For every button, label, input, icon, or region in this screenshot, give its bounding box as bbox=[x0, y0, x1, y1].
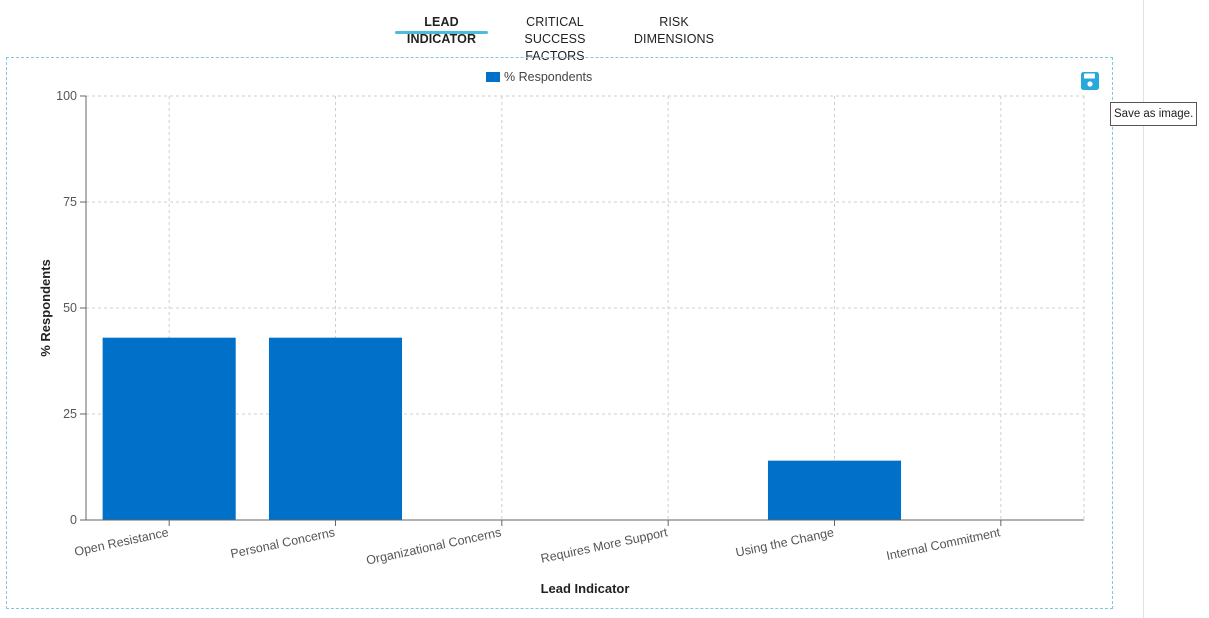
bar bbox=[767, 460, 902, 520]
panel-divider bbox=[1143, 0, 1144, 618]
save-tooltip: Save as image. bbox=[1110, 102, 1198, 126]
tab-critical-success-factors-label: CRITICAL SUCCESS FACTORS bbox=[524, 15, 586, 63]
x-tick-label: Open Resistance bbox=[73, 525, 170, 559]
x-tick-label: Internal Commitment bbox=[885, 525, 1002, 563]
x-tick-label: Organizational Concerns bbox=[365, 525, 502, 567]
tab-risk-dimensions-label: RISK DIMENSIONS bbox=[633, 15, 715, 46]
y-tick-label: 75 bbox=[63, 195, 77, 209]
floppy-disk-icon bbox=[1081, 72, 1099, 90]
legend-label: % Respondents bbox=[504, 70, 593, 84]
y-tick-label: 100 bbox=[56, 89, 77, 103]
x-axis-title: Lead Indicator bbox=[541, 581, 630, 596]
tab-risk-dimensions[interactable]: RISK DIMENSIONS bbox=[622, 14, 726, 48]
x-tick-label: Using the Change bbox=[734, 525, 835, 560]
tab-critical-success-factors[interactable]: CRITICAL SUCCESS FACTORS bbox=[500, 14, 610, 65]
save-as-image-button[interactable] bbox=[1080, 71, 1100, 91]
x-tick-label: Personal Concerns bbox=[229, 525, 336, 561]
bar bbox=[102, 337, 236, 520]
y-axis-title: % Respondents bbox=[38, 259, 53, 357]
y-tick-label: 50 bbox=[63, 301, 77, 315]
x-tick-label: Requires More Support bbox=[539, 525, 669, 566]
y-tick-label: 0 bbox=[70, 513, 77, 527]
active-tab-underline bbox=[395, 31, 488, 34]
bar bbox=[268, 337, 403, 520]
chart-container bbox=[6, 57, 1113, 609]
tab-lead-indicator[interactable]: LEAD INDICATOR bbox=[395, 14, 488, 48]
tab-lead-indicator-label: LEAD INDICATOR bbox=[406, 15, 477, 46]
y-tick-label: 25 bbox=[63, 407, 77, 421]
chart-legend[interactable]: % Respondents bbox=[486, 69, 592, 85]
legend-swatch bbox=[486, 72, 500, 82]
